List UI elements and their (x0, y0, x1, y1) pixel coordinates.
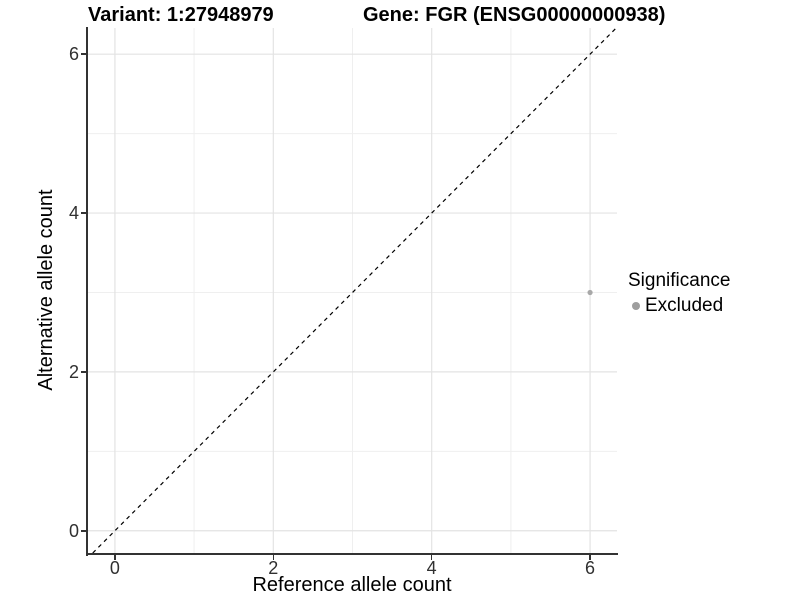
identity-line (92, 28, 617, 553)
x-tick-mark (589, 555, 591, 560)
y-tick-label: 6 (68, 44, 79, 65)
plot-panel (88, 28, 617, 553)
y-tick-label: 2 (68, 361, 79, 382)
y-tick-mark (81, 371, 86, 373)
x-tick-label: 4 (426, 558, 437, 578)
y-tick-label: 0 (68, 520, 79, 541)
y-axis-title: Alternative allele count (35, 189, 57, 391)
y-tick-mark (81, 212, 86, 214)
excluded-point-icon (632, 302, 640, 310)
plot-title-variant: Variant: 1:27948979 (88, 4, 274, 26)
x-tick-mark (114, 555, 116, 560)
x-axis-line (86, 553, 618, 555)
x-axis-title: Reference allele count (252, 574, 452, 596)
x-tick-label: 2 (268, 558, 279, 578)
plot-title-gene: Gene: FGR (ENSG00000000938) (363, 4, 666, 26)
x-tick-mark (272, 555, 275, 560)
x-tick-label: 0 (109, 558, 120, 578)
y-tick-label: 4 (68, 203, 79, 224)
y-tick-mark (81, 530, 86, 532)
legend: Significance Excluded (628, 270, 730, 317)
x-tick-label: 6 (585, 558, 596, 578)
legend-item-label: Excluded (645, 295, 724, 316)
x-tick-mark (430, 555, 433, 560)
legend-title: Significance (628, 270, 731, 291)
y-tick-mark (81, 53, 86, 55)
legend-item-excluded: Excluded (628, 295, 730, 317)
y-axis-line (86, 27, 88, 556)
data-point (587, 289, 593, 296)
